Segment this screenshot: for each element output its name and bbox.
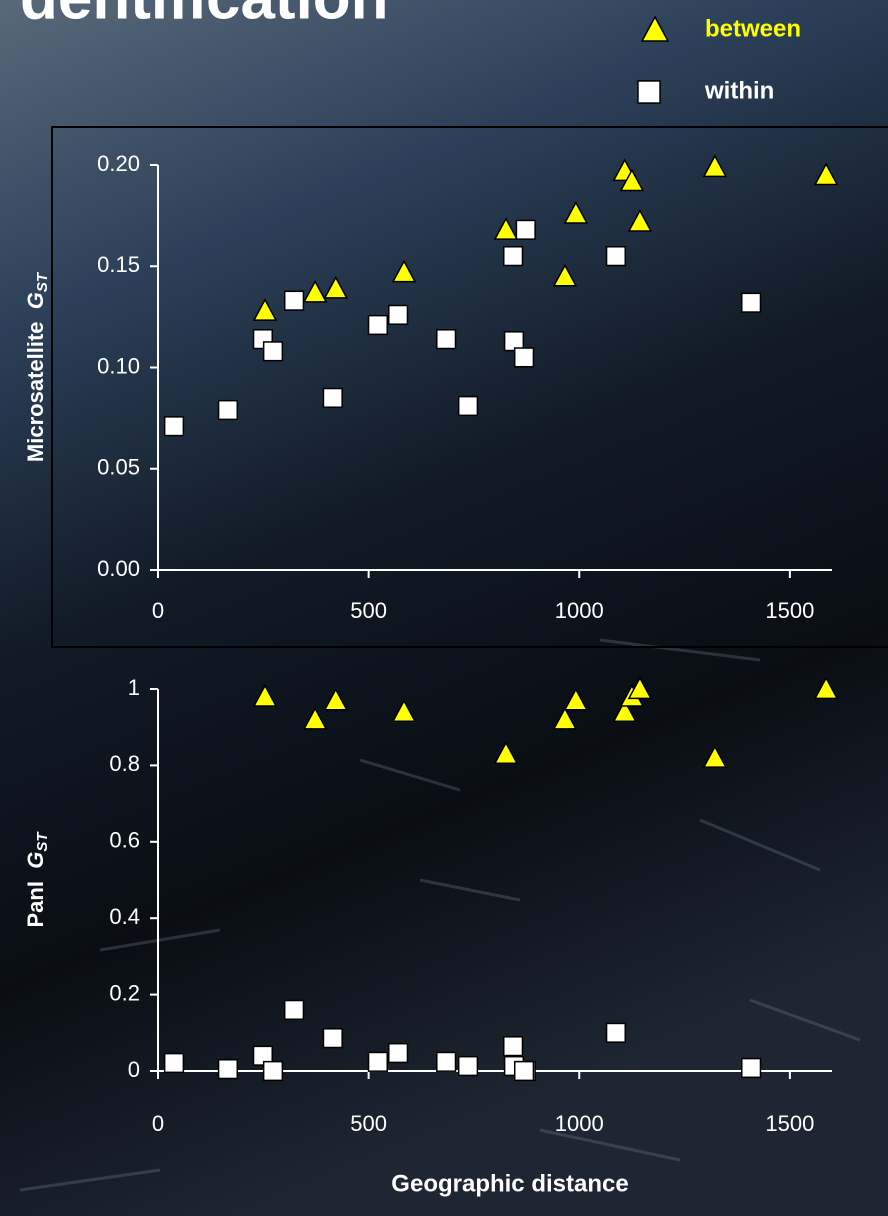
point <box>563 687 589 711</box>
point <box>283 999 305 1020</box>
point <box>163 416 185 437</box>
point <box>503 1036 524 1057</box>
chart-frame <box>51 126 888 648</box>
y-label-subscript: ST <box>34 271 51 292</box>
point <box>515 219 536 240</box>
point <box>252 684 278 707</box>
point <box>217 399 239 421</box>
point <box>322 387 343 408</box>
y-tick-label: 0.2 <box>109 980 140 1005</box>
x-tick-label: 1500 <box>765 598 814 623</box>
y-tick-label: 0.4 <box>109 904 140 929</box>
y-tick-label: 0 <box>128 1057 140 1082</box>
point <box>813 162 839 186</box>
point <box>388 304 409 325</box>
point <box>627 676 653 700</box>
y-axis-label: Microsatellite GST <box>23 271 51 462</box>
point <box>627 209 653 232</box>
point <box>252 298 278 321</box>
point <box>252 1045 273 1066</box>
y-label-text: Microsatellite <box>23 321 48 462</box>
texture <box>19 638 861 1192</box>
point <box>457 1055 479 1077</box>
point <box>741 292 762 313</box>
y-tick-label: 0.6 <box>109 828 140 853</box>
y-tick-label: 0.15 <box>97 252 140 277</box>
point <box>457 395 479 417</box>
point <box>391 259 417 283</box>
point <box>302 279 328 303</box>
legend-label: between <box>705 15 801 42</box>
point <box>552 706 578 730</box>
y-tick-label: 0.20 <box>97 151 140 176</box>
x-axis-label: Geographic distance <box>391 1170 628 1197</box>
x-tick-label: 0 <box>152 1111 164 1136</box>
point <box>367 1051 388 1072</box>
point <box>702 745 728 768</box>
point <box>493 217 519 240</box>
y-tick-label: 0.00 <box>97 556 140 581</box>
point <box>323 687 349 711</box>
point <box>605 246 626 267</box>
y-label-symbol: G <box>23 852 48 869</box>
legend-marker <box>640 15 670 42</box>
point <box>605 1022 626 1043</box>
y-tick-label: 0.8 <box>109 751 140 776</box>
point <box>388 1042 409 1064</box>
x-tick-label: 500 <box>350 1111 387 1136</box>
x-tick-label: 500 <box>350 598 387 623</box>
point <box>612 699 638 723</box>
x-tick-label: 0 <box>152 598 164 623</box>
point <box>513 347 535 368</box>
point <box>322 1028 343 1049</box>
point <box>323 275 349 299</box>
point <box>283 290 305 311</box>
slide-title: dentification <box>20 0 389 32</box>
point <box>302 706 328 730</box>
y-label-text: PanI <box>23 881 48 927</box>
point <box>436 1051 457 1072</box>
point <box>367 314 388 336</box>
point <box>217 1058 239 1080</box>
legend-label: within <box>704 77 774 104</box>
y-axis-label: PanI GST <box>23 831 51 928</box>
point <box>619 168 645 192</box>
y-tick-label: 0.05 <box>97 455 140 480</box>
point <box>513 1060 535 1082</box>
y-label-symbol: G <box>23 292 48 309</box>
point <box>702 154 728 178</box>
point <box>436 329 457 350</box>
point <box>391 699 417 723</box>
x-tick-label: 1500 <box>765 1111 814 1136</box>
legend-marker <box>637 80 661 104</box>
point <box>503 246 524 267</box>
point <box>262 1060 284 1082</box>
x-tick-label: 1000 <box>555 598 604 623</box>
legend: between within <box>704 15 801 104</box>
point <box>563 201 589 224</box>
point <box>741 1057 762 1079</box>
y-label-subscript: ST <box>34 831 51 852</box>
x-tick-label: 1000 <box>555 1111 604 1136</box>
point <box>503 331 525 352</box>
point <box>813 676 839 700</box>
point <box>493 741 519 765</box>
y-tick-label: 0.10 <box>97 353 140 378</box>
point <box>262 341 284 362</box>
y-tick-label: 1 <box>128 675 140 700</box>
point <box>552 263 578 287</box>
point <box>163 1052 185 1074</box>
